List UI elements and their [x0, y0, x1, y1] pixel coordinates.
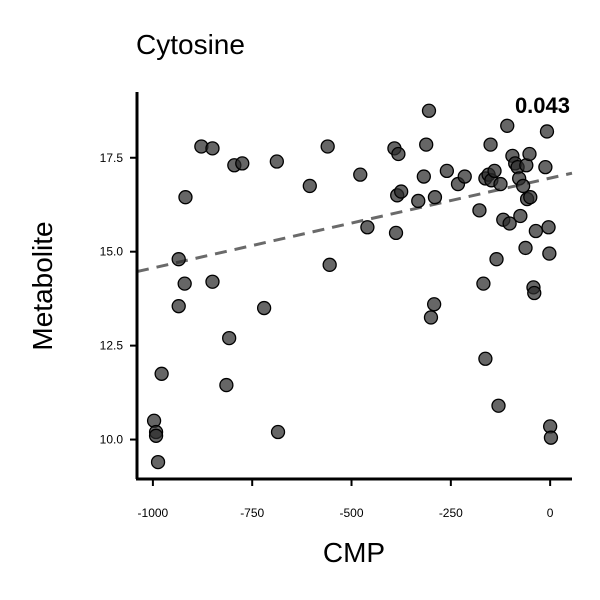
y-tick-label: 15.0	[100, 245, 124, 259]
data-point	[320, 139, 335, 154]
data-point	[541, 220, 556, 235]
data-point	[476, 276, 491, 291]
y-tick-label: 12.5	[100, 339, 124, 353]
data-point	[439, 163, 455, 179]
data-point	[388, 225, 404, 241]
data-points	[146, 103, 559, 470]
data-point	[177, 276, 192, 291]
data-point	[419, 137, 434, 152]
data-point	[219, 377, 234, 393]
data-point	[427, 297, 442, 312]
data-point	[416, 169, 431, 184]
data-point	[523, 190, 538, 205]
y-tick-label: 10.0	[100, 433, 124, 447]
data-point	[528, 223, 543, 239]
data-point	[500, 118, 515, 133]
data-point	[513, 208, 528, 224]
data-point	[360, 220, 375, 235]
data-point	[154, 366, 169, 381]
x-tick-label: -1000	[138, 506, 169, 520]
data-point	[493, 176, 508, 192]
data-point	[235, 156, 250, 171]
data-point	[270, 424, 286, 440]
data-point	[423, 310, 439, 325]
x-tick-label: -250	[439, 506, 463, 520]
data-point	[148, 428, 164, 443]
x-tick-label: -500	[340, 506, 364, 520]
data-point	[522, 146, 537, 162]
data-point	[256, 300, 272, 316]
data-point	[178, 190, 193, 205]
data-point	[411, 193, 426, 209]
x-axis-label: CMP	[323, 537, 385, 568]
data-point	[483, 137, 498, 152]
data-point	[421, 103, 437, 118]
data-point	[322, 257, 337, 272]
plot-area	[136, 103, 573, 470]
data-point	[150, 454, 166, 470]
data-point	[518, 240, 533, 256]
data-point	[205, 274, 220, 289]
data-point	[543, 430, 559, 445]
data-point	[472, 203, 487, 218]
data-point	[269, 154, 284, 169]
y-axis-ticks: 10.0 12.5 15.0 17.5	[100, 151, 137, 447]
data-point	[542, 246, 557, 261]
data-point	[489, 252, 504, 267]
data-point	[527, 285, 542, 301]
x-tick-label: 0	[547, 506, 554, 520]
chart-title: Cytosine	[136, 29, 245, 60]
data-point	[538, 159, 553, 175]
x-axis-ticks: -1000 -750 -500 -250 0	[138, 479, 554, 520]
data-point	[457, 169, 472, 184]
data-point	[502, 216, 517, 231]
data-point	[427, 190, 443, 205]
data-point	[478, 351, 493, 366]
data-point	[394, 184, 409, 199]
x-tick-label: -750	[240, 506, 264, 520]
data-point	[171, 252, 186, 267]
data-point	[491, 398, 506, 413]
data-point	[205, 141, 220, 156]
y-axis-label: Metabolite	[27, 221, 58, 350]
data-point	[487, 163, 502, 179]
data-point	[353, 167, 368, 182]
correlation-annotation: 0.043	[515, 93, 570, 118]
data-point	[539, 124, 555, 139]
data-point	[515, 178, 531, 194]
data-point	[222, 330, 237, 346]
data-point	[302, 178, 317, 194]
data-point	[171, 299, 186, 314]
data-point	[391, 146, 406, 162]
y-tick-label: 17.5	[100, 151, 124, 165]
